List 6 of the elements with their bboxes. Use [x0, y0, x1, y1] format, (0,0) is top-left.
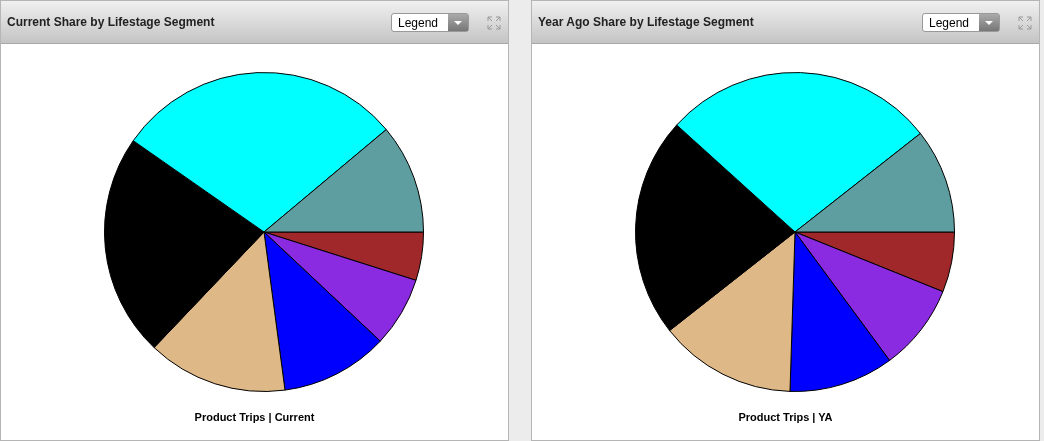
chart-title: Year Ago Share by Lifestage Segment — [538, 15, 754, 29]
text: Legend — [929, 16, 970, 30]
text: Product Trips | Current — [193, 411, 316, 423]
chart-title: Current Share by Lifestage Segment — [7, 15, 215, 29]
text: Legend — [398, 16, 439, 30]
text: Product Trips | YA — [737, 411, 834, 423]
